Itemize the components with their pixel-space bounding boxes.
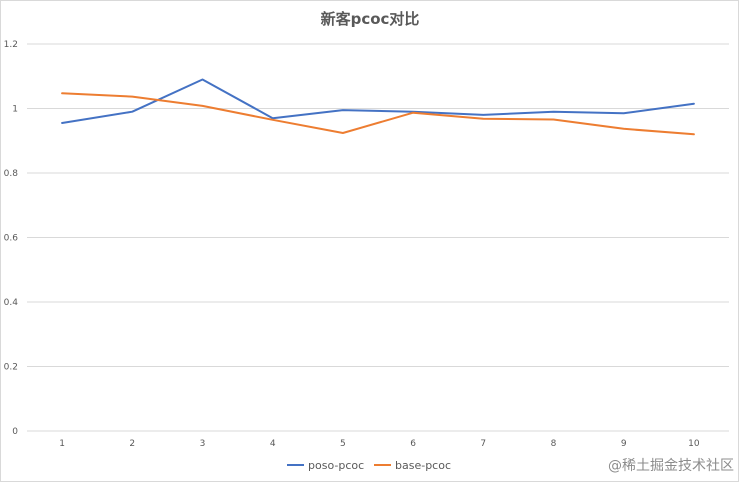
series-line-poso-pcoc [61, 78, 695, 124]
y-tick-label-4: 0.8 [4, 169, 19, 179]
x-tick-label-4: 5 [340, 439, 346, 449]
y-tick-label-3: 0.6 [4, 234, 19, 244]
chart-title: 新客pcoc对比 [321, 10, 420, 28]
x-tick-label-7: 8 [551, 439, 557, 449]
y-tick-label-5: 1 [12, 105, 18, 115]
gridlines [27, 43, 729, 432]
x-tick-label-1: 2 [129, 439, 135, 449]
x-tick-label-6: 7 [480, 439, 486, 449]
x-tick-label-9: 10 [688, 439, 700, 449]
y-tick-label-0: 0 [12, 427, 18, 437]
series-lines [61, 78, 695, 136]
y-tick-label-2: 0.4 [4, 298, 19, 308]
x-tick-label-8: 9 [621, 439, 627, 449]
x-tick-label-5: 6 [410, 439, 416, 449]
y-tick-label-6: 1.2 [4, 40, 18, 50]
x-axis-ticks: 1 2 3 4 5 6 7 8 9 10 [59, 439, 700, 449]
x-tick-label-3: 4 [270, 439, 276, 449]
legend-label-poso-pcoc: poso-pcoc [308, 459, 364, 472]
x-tick-label-0: 1 [59, 439, 65, 449]
legend-label-base-pcoc: base-pcoc [395, 459, 451, 472]
watermark-text: @稀土掘金技术社区 [608, 458, 734, 474]
x-tick-label-2: 3 [200, 439, 206, 449]
legend: poso-pcoc base-pcoc [287, 459, 451, 472]
y-axis-ticks: 0 0.2 0.4 0.6 0.8 1 1.2 [4, 40, 19, 437]
series-line-base-pcoc [61, 92, 695, 136]
y-tick-label-1: 0.2 [4, 363, 18, 373]
